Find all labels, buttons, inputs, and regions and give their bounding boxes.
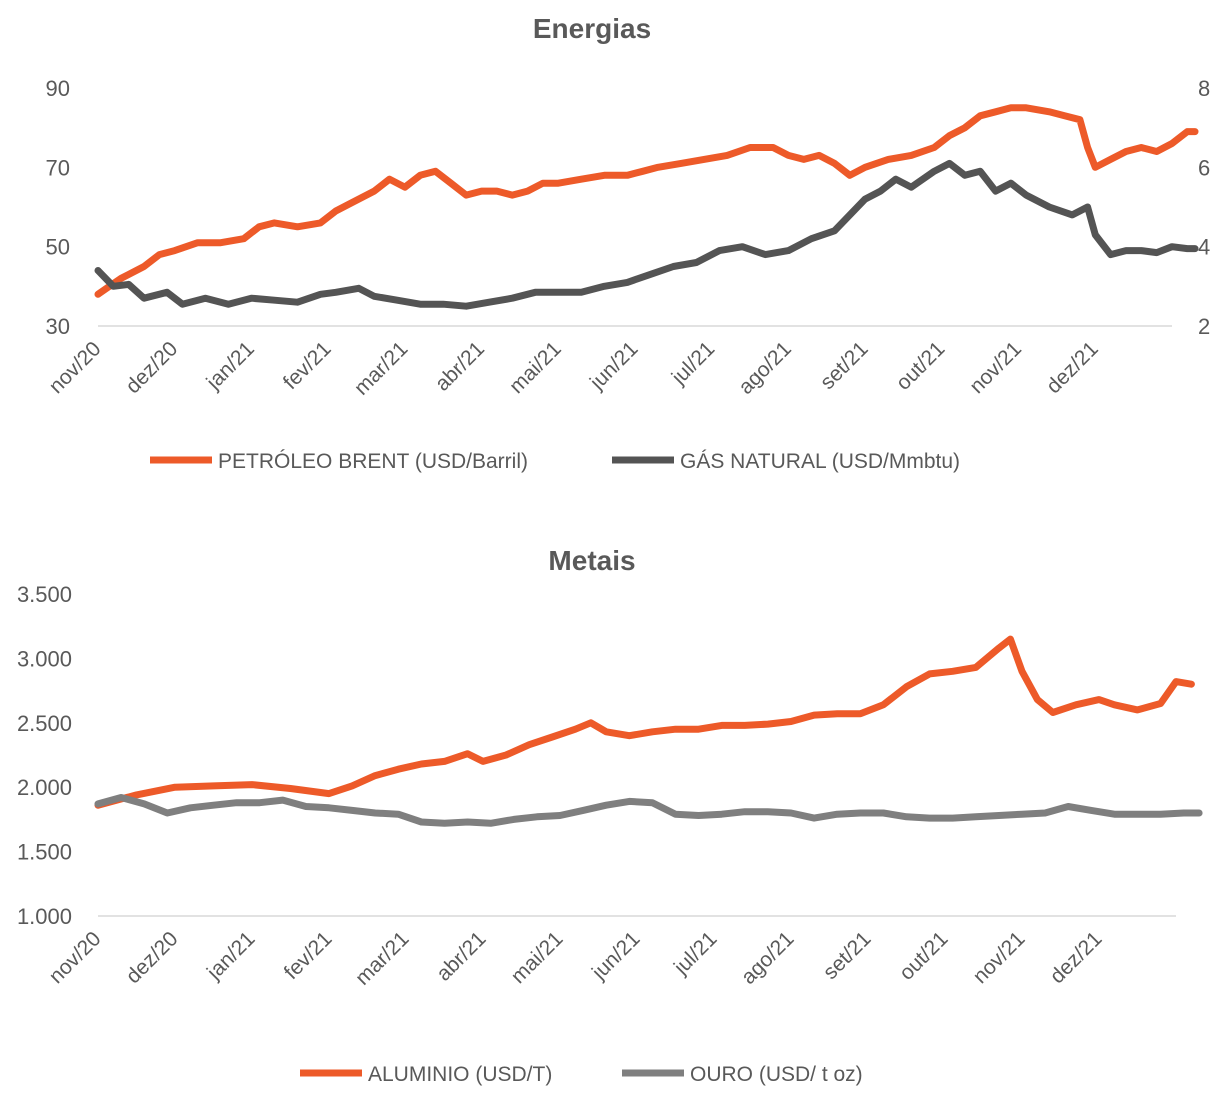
x-tick-label: jun/21 — [585, 337, 642, 394]
y-tick-label: 90 — [46, 76, 70, 101]
x-tick-label: abr/21 — [432, 927, 490, 985]
legend: ALUMINIO (USD/T) OURO (USD/ t oz) — [300, 1063, 863, 1086]
x-tick-label: ago/21 — [734, 337, 796, 399]
left-y-axis-ticks: 30 50 70 90 — [46, 76, 70, 339]
x-tick-label: dez/21 — [1042, 337, 1103, 398]
series-line-0 — [94, 104, 1199, 298]
x-tick-label: dez/20 — [121, 337, 182, 398]
x-tick-label: jun/21 — [587, 927, 644, 984]
right-y-axis-ticks: 2 4 6 8 — [1198, 76, 1210, 339]
x-tick-label: fev/21 — [279, 337, 336, 394]
right-y-tick-label: 6 — [1198, 155, 1210, 180]
right-y-tick-label: 4 — [1198, 235, 1210, 260]
y-tick-label: 1.000 — [17, 904, 72, 929]
legend-label-brent: PETRÓLEO BRENT (USD/Barril) — [218, 450, 528, 473]
y-tick-label: 30 — [46, 314, 70, 339]
legend: PETRÓLEO BRENT (USD/Barril) GÁS NATURAL … — [150, 450, 960, 473]
y-tick-label: 1.500 — [17, 840, 72, 865]
x-tick-label: nov/21 — [969, 927, 1030, 988]
x-tick-label: dez/21 — [1046, 927, 1107, 988]
x-tick-label: nov/20 — [45, 927, 106, 988]
x-tick-label: out/21 — [892, 337, 950, 395]
right-y-tick-label: 2 — [1198, 314, 1210, 339]
x-tick-label: out/21 — [895, 927, 953, 985]
y-tick-label: 3.000 — [17, 646, 72, 671]
x-tick-label: fev/21 — [280, 927, 337, 984]
x-tick-label: set/21 — [819, 927, 876, 984]
x-tick-label: jul/21 — [669, 927, 721, 979]
x-tick-label: mai/21 — [505, 337, 566, 398]
energias-chart: Energias 30 50 70 90 2 4 6 8 nov/20 dez/20 jan/2… — [45, 13, 1211, 473]
x-axis-ticks: nov/20 dez/20 jan/21 fev/21 mar/21 abr/21 mai/… — [45, 927, 1107, 989]
y-axis-ticks: 1.000 1.500 2.000 2.500 3.000 3.500 — [17, 582, 72, 929]
x-tick-label: mai/21 — [507, 927, 568, 988]
x-tick-label: jul/21 — [667, 337, 719, 389]
x-tick-label: set/21 — [816, 337, 873, 394]
x-tick-label: nov/21 — [965, 337, 1026, 398]
x-tick-label: dez/20 — [122, 927, 183, 988]
series-line-1 — [94, 159, 1199, 310]
series-lines — [94, 635, 1203, 827]
series-line-1 — [94, 794, 1203, 827]
y-tick-label: 2.000 — [17, 775, 72, 800]
x-tick-label: mar/21 — [351, 927, 413, 989]
x-tick-label: mar/21 — [350, 337, 412, 399]
x-tick-label: abr/21 — [431, 337, 489, 395]
y-tick-label: 3.500 — [17, 582, 72, 607]
x-tick-label: ago/21 — [737, 927, 799, 989]
series-lines — [94, 104, 1199, 310]
y-tick-label: 70 — [46, 155, 70, 180]
legend-label-aluminio: ALUMINIO (USD/T) — [368, 1063, 552, 1086]
metais-chart-title: Metais — [548, 545, 635, 576]
right-y-tick-label: 8 — [1198, 76, 1210, 101]
metais-chart: Metais 1.000 1.500 2.000 2.500 3.000 3.500 no… — [17, 545, 1203, 1086]
legend-label-ouro: OURO (USD/ t oz) — [690, 1063, 863, 1086]
y-tick-label: 50 — [46, 235, 70, 260]
y-tick-label: 2.500 — [17, 711, 72, 736]
x-tick-label: jan/21 — [202, 337, 259, 394]
x-axis-ticks: nov/20 dez/20 jan/21 fev/21 mar/21 abr/21 mai/… — [45, 337, 1103, 399]
x-tick-label: nov/20 — [45, 337, 106, 398]
x-tick-label: jan/21 — [202, 927, 259, 984]
series-line-0 — [94, 635, 1195, 809]
energias-chart-title: Energias — [533, 13, 651, 44]
legend-label-gas: GÁS NATURAL (USD/Mmbtu) — [680, 450, 960, 473]
